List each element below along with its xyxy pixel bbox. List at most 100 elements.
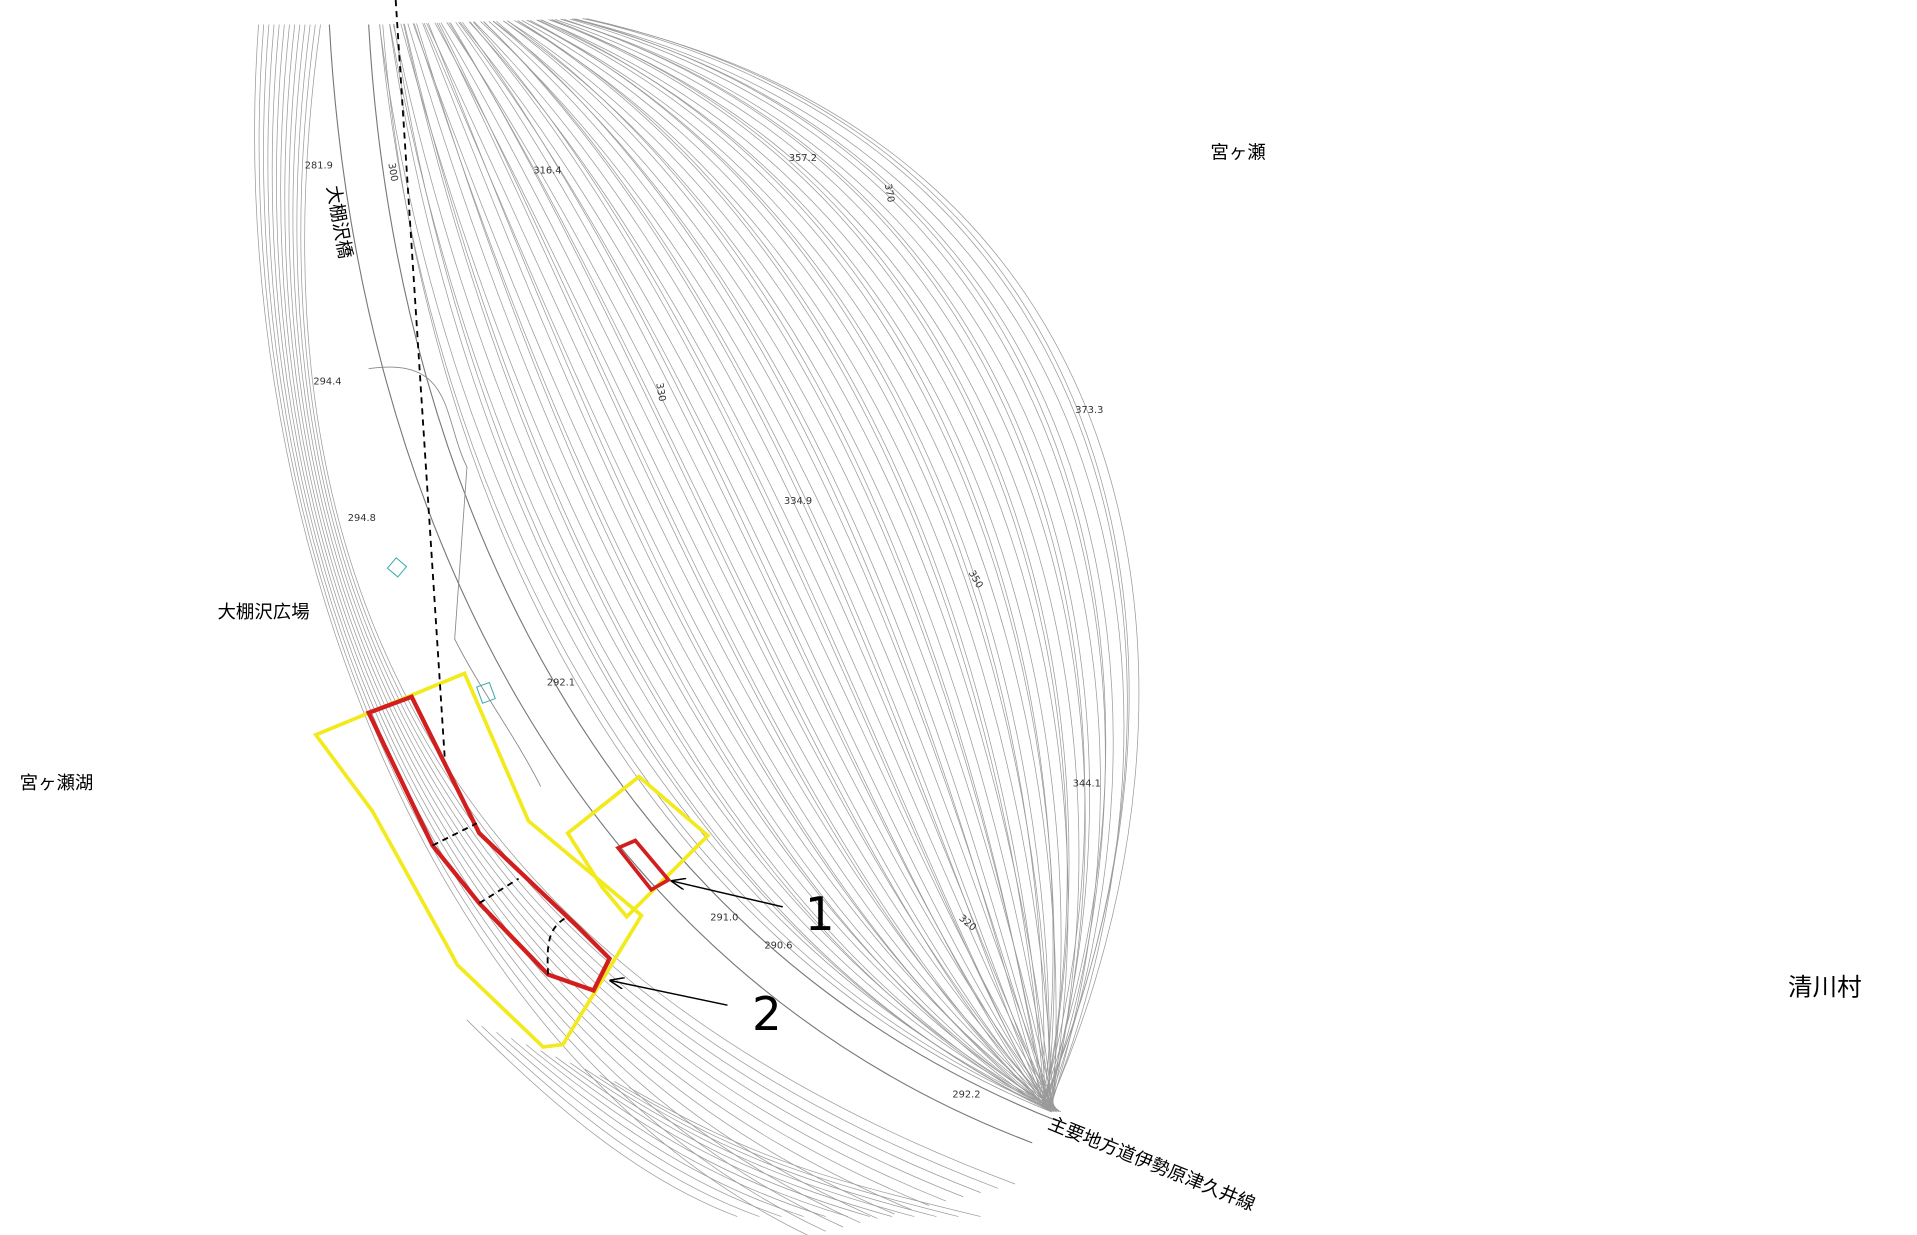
contour: [423, 22, 1057, 1111]
elevation-label: 292.1: [547, 678, 575, 689]
elevation-label: 281.9: [305, 160, 333, 171]
contour: [458, 21, 1054, 1110]
contour: [573, 18, 1125, 1107]
contour: [455, 22, 1053, 1111]
place-label: 宮ヶ瀬湖: [20, 773, 94, 794]
contour: [584, 18, 1128, 1107]
contour: [280, 24, 912, 1211]
place-label: 清川村: [1788, 972, 1862, 1001]
plaza-outline: [368, 366, 542, 787]
contour: [469, 21, 1050, 1110]
contour: [540, 1050, 849, 1217]
contour: [413, 23, 1055, 1112]
marker-label: 2: [752, 988, 782, 1042]
contour: [473, 21, 1055, 1110]
elevation-label: 294.4: [313, 377, 341, 388]
road-edge: [368, 24, 1058, 1122]
contour: [448, 22, 1052, 1111]
contour: [481, 1025, 760, 1217]
contour: [571, 18, 1114, 1107]
contour: [496, 1031, 782, 1217]
elevation-label: 290.6: [764, 941, 792, 952]
contour: [403, 23, 1052, 1112]
contour: [614, 1081, 959, 1217]
contour: [263, 24, 844, 1228]
contour: [393, 24, 1052, 1113]
arrow: [672, 881, 783, 908]
contour: [561, 18, 1090, 1107]
contour: [548, 19, 1080, 1108]
contour: [586, 18, 1130, 1107]
contour: [628, 1087, 981, 1217]
structure: [476, 681, 496, 704]
elevation-label: 292.2: [952, 1089, 980, 1100]
contour: [267, 24, 861, 1224]
section-lines: [394, 0, 569, 975]
contour: [300, 24, 998, 1189]
elevation-label: 370: [882, 183, 896, 203]
contour: [560, 18, 1101, 1107]
contour: [304, 24, 1016, 1185]
contour: [582, 18, 1140, 1107]
site-2: [365, 694, 613, 994]
contour: [488, 21, 1052, 1109]
contour: [449, 22, 1049, 1111]
contour: [404, 23, 1053, 1112]
contour: [569, 18, 1106, 1107]
road-edge: [328, 24, 1033, 1144]
contour: [521, 20, 1050, 1108]
place-label: 宮ヶ瀬: [1210, 143, 1265, 164]
contour: [527, 19, 1050, 1108]
contour: [446, 22, 1058, 1111]
contour: [599, 1074, 937, 1217]
contour: [466, 1019, 738, 1217]
contour: [389, 24, 1055, 1113]
contour: [540, 19, 1069, 1108]
contour: [584, 1068, 915, 1217]
arrow: [611, 981, 728, 1006]
contour: [284, 24, 930, 1206]
contour: [296, 24, 981, 1193]
contour: [462, 21, 1048, 1110]
contour: [552, 19, 1070, 1108]
contour: [276, 24, 895, 1215]
elevation-label: 316.4: [533, 165, 561, 176]
contour: [492, 20, 1052, 1109]
contour: [379, 24, 1058, 1113]
contour: [416, 23, 1051, 1112]
place-label: 大棚沢広場: [218, 602, 310, 623]
elevation-label: 350: [966, 569, 985, 591]
contour: [407, 23, 1057, 1112]
contour: [292, 24, 964, 1198]
contour: [427, 23, 1050, 1111]
contour: [271, 24, 878, 1219]
area-boundary: [565, 774, 711, 920]
elevation-label: 294.8: [348, 513, 376, 524]
contours: [254, 18, 1140, 1235]
contour: [563, 18, 1086, 1107]
area-boundary: [312, 671, 644, 1049]
contour: [496, 20, 1046, 1109]
contour: [507, 20, 1053, 1109]
contour: [514, 20, 1054, 1108]
elevation-label: 334.9: [784, 496, 812, 507]
road-label: 主要地方道伊勢原津久井線: [1045, 1113, 1258, 1215]
elevation-label: 373.3: [1075, 405, 1103, 416]
contour: [434, 22, 1058, 1111]
contour: [392, 23, 1060, 1112]
contour: [468, 21, 1056, 1110]
contour: [482, 21, 1050, 1110]
elevation-label: 300: [385, 162, 399, 182]
contour: [550, 19, 1068, 1108]
elevation-label: 330: [653, 382, 667, 402]
contour: [400, 23, 1060, 1112]
contour: [555, 1056, 871, 1217]
place-label: 大棚沢橋: [322, 184, 355, 260]
contour: [412, 23, 1060, 1112]
contour: [517, 20, 1047, 1109]
contour: [517, 20, 1046, 1109]
contour: [575, 18, 1107, 1107]
contour: [438, 22, 1051, 1111]
